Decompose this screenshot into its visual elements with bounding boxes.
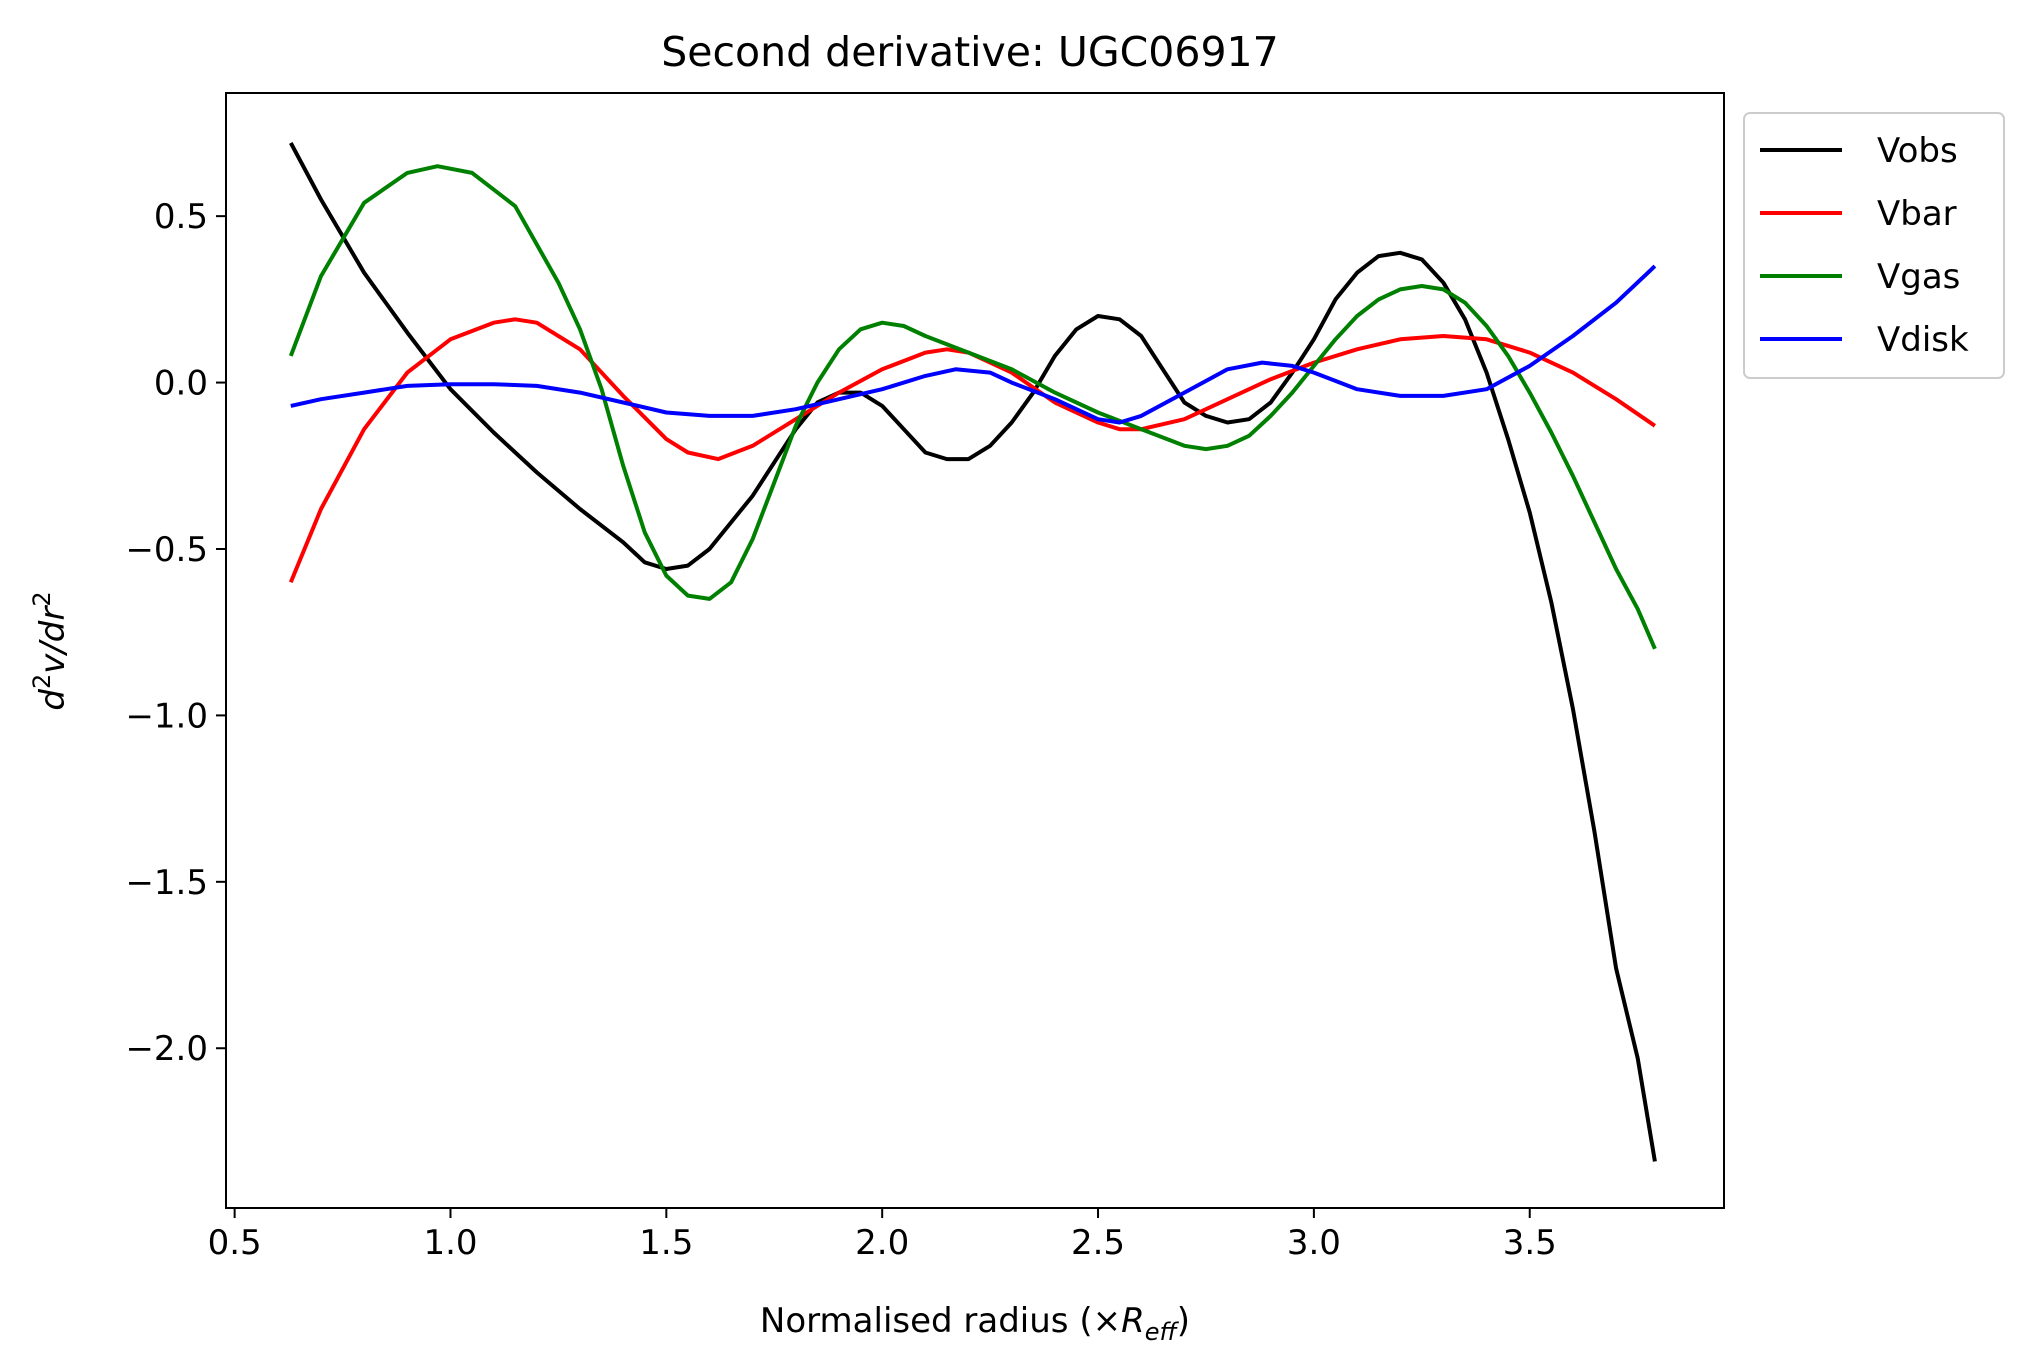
- x-tick-label: 0.5: [208, 1223, 262, 1263]
- x-axis-label: Normalised radius (×Reff): [760, 1301, 1190, 1346]
- legend-label-vobs: Vobs: [1877, 131, 1958, 171]
- y-axis-label-d: d: [33, 689, 73, 711]
- y-axis-label: d2v/dr2: [28, 591, 73, 710]
- y-axis-label-sup1: 2: [28, 674, 56, 689]
- x-axis-label-prefix: Normalised radius (×: [760, 1301, 1121, 1341]
- legend-label-vgas: Vgas: [1877, 257, 1960, 297]
- y-tick-label: −1.0: [125, 696, 208, 736]
- y-axis-label-mid: v/dr: [33, 605, 73, 674]
- x-axis-label-var: R: [1121, 1301, 1145, 1341]
- chart-title: Second derivative: UGC06917: [661, 28, 1278, 76]
- y-tick-label: −2.0: [125, 1029, 208, 1069]
- y-tick-label: −1.5: [125, 863, 208, 903]
- x-axis-label-suffix: ): [1177, 1301, 1190, 1341]
- legend: Vobs Vbar Vgas Vdisk: [1744, 113, 2004, 378]
- y-tick-label: −0.5: [125, 530, 208, 570]
- legend-label-vbar: Vbar: [1877, 194, 1957, 234]
- y-tick-label: 0.5: [154, 197, 208, 237]
- x-tick-label: 2.0: [855, 1223, 909, 1263]
- legend-label-vdisk: Vdisk: [1877, 320, 1969, 360]
- x-tick-label: 1.5: [639, 1223, 693, 1263]
- x-tick-label: 1.0: [423, 1223, 477, 1263]
- y-tick-label: 0.0: [154, 364, 208, 404]
- x-tick-label: 2.5: [1071, 1223, 1125, 1263]
- y-axis-label-sup2: 2: [28, 591, 56, 606]
- x-tick-label: 3.0: [1287, 1223, 1341, 1263]
- x-tick-label: 3.5: [1503, 1223, 1557, 1263]
- x-axis-label-sub: eff: [1145, 1318, 1180, 1346]
